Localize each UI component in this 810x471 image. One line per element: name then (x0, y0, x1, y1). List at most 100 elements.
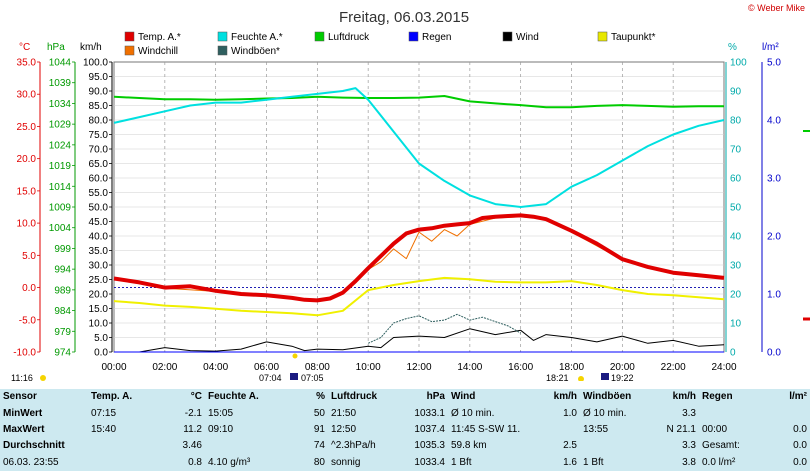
axis-tick-label: 5.0 (94, 333, 108, 344)
legend-label: Taupunkt* (611, 32, 656, 43)
axis-tick-label: 75.0 (89, 130, 109, 141)
axis-tick-label: 984 (54, 306, 71, 317)
legend-label: Feuchte A.* (231, 32, 283, 43)
axis-tick-label: 20.0 (89, 290, 109, 301)
stats-cell: 09:10 (208, 423, 234, 435)
stats-cell: 1.0 (563, 407, 577, 419)
stats-cell: 91 (313, 423, 325, 435)
stats-cell: N 21.1 (666, 423, 696, 435)
stats-cell: 0.0 (793, 423, 807, 435)
plot-axes: 35.0 30.0 25.0 20.0 15.0 10.0 5.0 0.0 -5.0 -10.0 1… (13, 58, 781, 374)
axis-tick-label: 2.0 (767, 232, 781, 243)
legend-label: Windchill (138, 46, 178, 57)
series-line-windb-en (367, 313, 521, 344)
axis-tick-label: 974 (54, 348, 71, 359)
stats-header-cell: Luftdruck (331, 391, 378, 403)
axis-tick-label: 1029 (49, 120, 72, 131)
x-tick-label: 22:00 (661, 362, 686, 373)
axis-tick-label: 5.0 (22, 251, 36, 262)
humidity-unit-label: % (728, 42, 737, 53)
stats-cell (520, 422, 580, 438)
stats-cell (759, 405, 810, 421)
axis-tick-label: 50.0 (89, 203, 109, 214)
axis-tick-label: 90 (730, 87, 742, 98)
axis-tick-label: 0.0 (94, 348, 108, 359)
axis-tick-label: 20.0 (17, 154, 37, 165)
stats-cell: 0.0 (759, 454, 810, 471)
stats-header-cell: Feuchte A. (208, 391, 259, 403)
legend-swatch (314, 31, 325, 42)
axis-tick-label: 45.0 (89, 217, 109, 228)
axis-tick-label: 30.0 (89, 261, 109, 272)
legend-label: Regen (422, 32, 451, 43)
stats-cell: 3.3 (682, 440, 696, 452)
series-line-taupunkt (113, 276, 725, 317)
legend-swatch (217, 31, 228, 42)
axis-tick-label: 10.0 (89, 319, 109, 330)
axis-tick-label: 10.0 (17, 219, 37, 230)
sunrise-time: 07:04 (259, 373, 282, 381)
legend-swatch (408, 31, 419, 42)
axis-tick-label: -5.0 (19, 315, 37, 326)
axis-tick-label: 999 (54, 244, 71, 255)
x-tick-label: 14:00 (457, 362, 482, 373)
stats-cell: 1035.3 (414, 440, 445, 452)
sunrise-icon (292, 353, 298, 359)
axis-tick-label: 3.0 (767, 174, 781, 185)
stats-cell: 0.8 (150, 454, 205, 471)
copyright-text: © Weber Mike (748, 3, 805, 13)
stats-header-cell: Windböen (583, 391, 632, 403)
stats-cell (580, 438, 642, 454)
stats-header-cell: km/h (672, 391, 696, 403)
chart-legend: Temp. A.* Feuchte A.* Luftdruck Regen Wind Ta… (124, 31, 656, 57)
axis-tick-label: 95.0 (89, 72, 109, 83)
axis-tick-label: 70.0 (89, 145, 109, 156)
stats-cell: Ø 10 min. (583, 407, 627, 419)
axis-tick-label: 994 (54, 265, 71, 276)
sun-moon-markers: 11:16 07:04 07:05 18:21 19:22 (11, 353, 634, 381)
stats-cell: ^2.3hPa/h (331, 440, 376, 452)
axis-tick-label: 80 (730, 116, 742, 127)
stats-row: MinWert 07:15 -2.1 15:05 50 21:50 1033.1 Ø 10 m… (0, 405, 810, 421)
axis-tick-label: 100.0 (83, 58, 108, 69)
stats-cell: -2.1 (184, 407, 202, 419)
stats-cell: 1 Bft (448, 454, 520, 471)
stats-cell: 2.5 (563, 440, 577, 452)
moon-icon-2 (601, 373, 609, 380)
stats-cell: 1037.4 (414, 423, 445, 435)
x-tick-label: 16:00 (508, 362, 533, 373)
stats-cell: 15:40 (91, 423, 117, 435)
x-tick-label: 10:00 (356, 362, 381, 373)
series-line-temp-a (113, 213, 725, 303)
stats-cell (205, 438, 268, 454)
stats-cell: 4.10 g/m³ (205, 454, 268, 471)
axis-tick-label: 15.0 (89, 304, 109, 315)
axis-tick-label: 25.0 (17, 122, 37, 133)
legend-swatch (124, 45, 135, 56)
axis-tick-label: 55.0 (89, 188, 109, 199)
stats-cell: Gesamt: (702, 440, 740, 452)
axis-tick-label: 1044 (49, 58, 72, 69)
axis-tick-label: 1034 (49, 99, 72, 110)
stats-row: 06.03. 23:55 0.8 4.10 g/m³ 80 sonnig 1033.4 1 … (0, 454, 810, 471)
axis-tick-label: 25.0 (89, 275, 109, 286)
stats-cell: 1033.4 (391, 454, 448, 471)
stats-cell (88, 438, 150, 454)
series-line-wind (114, 328, 725, 353)
axis-tick-label: 1014 (49, 182, 72, 193)
axis-tick-label: 70 (730, 145, 742, 156)
wind-unit-label: km/h (80, 42, 102, 53)
stats-cell: 07:15 (91, 407, 117, 419)
x-tick-label: 20:00 (610, 362, 635, 373)
axis-tick-label: 100 (730, 58, 747, 69)
axis-tick-label: 35.0 (17, 58, 37, 69)
axis-tick-label: 0.0 (767, 348, 781, 359)
axis-tick-label: 1039 (49, 78, 72, 89)
stats-header-cell: km/h (553, 391, 577, 403)
axis-tick-label: 979 (54, 327, 71, 338)
axis-tick-label: 90.0 (89, 87, 109, 98)
axis-tick-label: 30 (730, 261, 742, 272)
temp-unit-label: °C (19, 42, 30, 53)
axis-tick-label: 0 (730, 348, 736, 359)
x-tick-label: 08:00 (305, 362, 330, 373)
